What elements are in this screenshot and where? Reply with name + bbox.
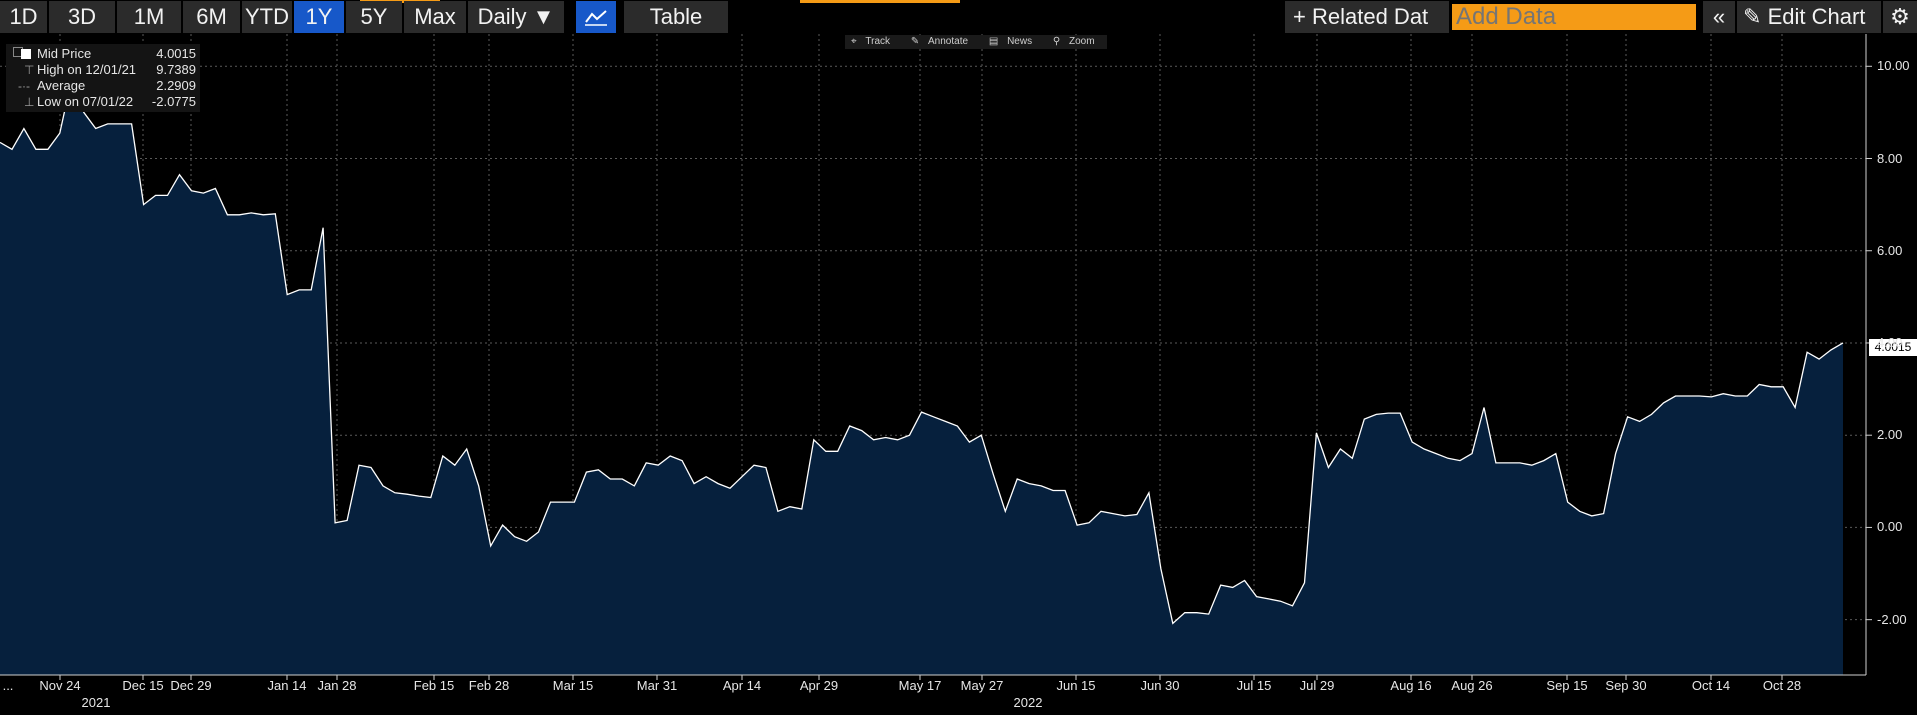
year-label: 2022 [1013,695,1043,710]
x-tick-label: Apr 14 [722,678,762,693]
chart-legend: Mid Price 4.0015 ⊤ High on 12/01/21 9.73… [6,44,200,112]
last-price-tag: 4.0015 [1869,339,1917,356]
related-data-button[interactable]: + Related Dat [1285,1,1449,33]
x-tick-label: Sep 30 [1605,678,1647,693]
range-1m-button[interactable]: 1M [117,1,181,33]
x-tick-label: Jun 15 [1056,678,1096,693]
range-6m-button[interactable]: 6M [183,1,240,33]
header-accent [800,0,960,3]
line-chart-icon[interactable] [576,1,616,33]
related-data-label: Related Dat [1311,4,1429,29]
x-tick-label: Jun 30 [1140,678,1180,693]
annotate-tool[interactable]: ✎ Annotate [910,36,969,47]
double-chevron-left-icon[interactable]: « [1703,1,1735,33]
x-tick-label: Nov 24 [39,678,81,693]
x-tick-label: May 27 [960,678,1004,693]
track-tool[interactable]: ⌖ Track [851,36,891,47]
table-button[interactable]: Table [624,1,728,33]
x-tick-label: Jan 14 [267,678,307,693]
range-5y-button[interactable]: 5Y [346,1,402,33]
chart-toolbar: 1D 3D 1M 6M YTD 1Y 5Y Max Daily ▼ Table … [0,0,1917,34]
x-tick-label: Jul 29 [1299,678,1335,693]
gear-icon[interactable]: ⚙ [1883,1,1917,33]
x-tick-label: ... [2,678,14,693]
range-max-button[interactable]: Max [404,1,466,33]
range-1y-button[interactable]: 1Y [294,1,344,33]
x-tick-label: Apr 29 [799,678,839,693]
x-tick-label: Aug 16 [1390,678,1432,693]
x-tick-label: Dec 15 [122,678,164,693]
low-marker-icon: ⊥ [24,95,35,109]
legend-row-mid: Mid Price 4.0015 [6,46,200,62]
zoom-tool[interactable]: ⚲ Zoom [1052,36,1095,47]
add-data-input[interactable] [1452,4,1696,30]
y-tick-label: 10.00 [1877,58,1910,74]
pencil-icon: ✎ [1743,4,1762,29]
plus-icon: + [1293,4,1306,29]
y-tick-label: 4.00 [1877,334,1903,350]
x-tick-label: Oct 14 [1691,678,1731,693]
y-tick-label: 0.00 [1877,519,1903,535]
x-tick-label: Mar 31 [636,678,678,693]
legend-row-average: -·- Average 2.2909 [18,78,196,93]
x-tick-label: Dec 29 [170,678,212,693]
legend-row-high: ⊤ High on 12/01/21 9.7389 [24,62,196,77]
x-tick-label: Jul 15 [1236,678,1272,693]
high-marker-icon: ⊤ [24,63,35,77]
edit-chart-button[interactable]: ✎ Edit Chart [1737,1,1881,33]
chart-axes [0,34,1872,680]
edit-chart-label: Edit Chart [1767,4,1866,29]
chart-tools: ⌖ Track ✎ Annotate ▤ News ⚲ Zoom [845,35,1107,49]
x-tick-label: Mar 15 [552,678,594,693]
frequency-dropdown[interactable]: Daily ▼ [468,1,564,33]
range-ytd-button[interactable]: YTD [242,1,292,33]
average-marker-icon: -·- [18,79,30,93]
y-tick-label: 2.00 [1877,427,1903,443]
x-tick-label: Oct 28 [1762,678,1802,693]
price-area [0,78,1843,676]
x-tick-label: Jan 28 [317,678,357,693]
x-tick-label: Aug 26 [1451,678,1493,693]
y-tick-label: -2.00 [1877,611,1907,627]
news-tool[interactable]: ▤ News [988,36,1033,47]
x-tick-label: Feb 15 [413,678,455,693]
y-tick-label: 8.00 [1877,150,1903,166]
series-swatch [21,49,31,59]
x-tick-label: Feb 28 [468,678,510,693]
legend-row-low: ⊥ Low on 07/01/22 -2.0775 [24,94,196,109]
x-tick-label: Sep 15 [1546,678,1588,693]
x-tick-label: May 17 [898,678,942,693]
year-label: 2021 [81,695,111,710]
range-1d-button[interactable]: 1D [0,1,47,33]
range-3d-button[interactable]: 3D [49,1,115,33]
price-line [0,75,1844,625]
y-tick-label: 6.00 [1877,242,1903,258]
